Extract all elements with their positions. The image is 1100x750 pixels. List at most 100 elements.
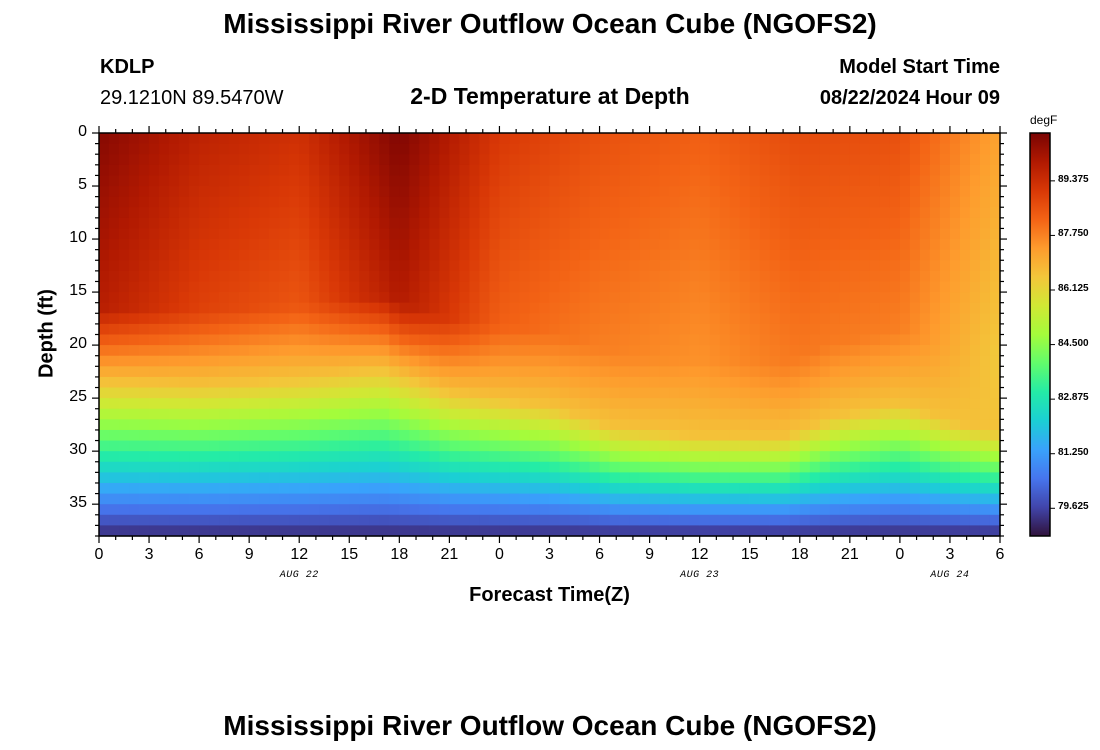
colorbar-tick-label: 81.250 <box>1058 446 1089 458</box>
heatmap-cell <box>779 313 791 325</box>
heatmap-cell <box>489 482 501 495</box>
heatmap-cell <box>299 154 310 166</box>
heatmap-cell <box>959 260 971 272</box>
heatmap-cell <box>799 196 811 208</box>
heatmap-cell <box>619 217 631 230</box>
heatmap-cell <box>199 175 210 187</box>
heatmap-cell <box>199 514 210 526</box>
heatmap-cell <box>159 217 170 230</box>
heatmap-cell <box>549 493 561 505</box>
heatmap-cell <box>249 408 260 420</box>
heatmap-cell <box>169 398 180 410</box>
heatmap-cell <box>319 472 330 484</box>
heatmap-cell <box>869 154 881 166</box>
heatmap-cell <box>499 292 511 304</box>
heatmap-cell <box>449 451 460 463</box>
heatmap-cell <box>459 440 471 452</box>
heatmap-cell <box>599 366 611 378</box>
heatmap-cell <box>239 313 250 325</box>
colorbar-tick-label: 84.500 <box>1058 337 1089 349</box>
heatmap-cell <box>199 217 210 230</box>
heatmap-cell <box>279 387 290 399</box>
heatmap-cell <box>669 493 681 505</box>
heatmap-cell <box>699 429 711 442</box>
heatmap-cell <box>749 270 761 283</box>
heatmap-cell <box>549 143 561 155</box>
heatmap-cell <box>869 143 881 155</box>
heatmap-cell <box>689 154 701 166</box>
heatmap-cell <box>699 196 711 208</box>
heatmap-cell <box>489 281 501 293</box>
heatmap-cell <box>519 260 531 272</box>
heatmap-cell <box>419 398 430 410</box>
heatmap-cell <box>519 398 531 410</box>
heatmap-cell <box>629 175 641 187</box>
heatmap-cell <box>529 143 541 155</box>
heatmap-cell <box>849 323 861 336</box>
heatmap-cell <box>349 239 360 251</box>
heatmap-cell <box>859 514 871 526</box>
heatmap-cell <box>829 376 841 389</box>
heatmap-cell <box>619 260 631 272</box>
heatmap-cell <box>669 504 681 516</box>
heatmap-cell <box>889 525 901 537</box>
heatmap-cell <box>789 217 801 230</box>
heatmap-cell <box>649 143 661 155</box>
heatmap-cell <box>469 260 481 272</box>
heatmap-cell <box>319 239 330 251</box>
heatmap-cell <box>239 175 250 187</box>
heatmap-cell <box>469 366 481 378</box>
heatmap-cell <box>179 323 190 336</box>
heatmap-cell <box>149 345 160 357</box>
heatmap-cell <box>149 493 160 505</box>
heatmap-cell <box>539 387 551 399</box>
heatmap-cell <box>989 207 1001 219</box>
heatmap-cell <box>379 472 390 484</box>
heatmap-cell <box>309 313 320 325</box>
heatmap-cell <box>769 143 781 155</box>
heatmap-cell <box>159 186 170 198</box>
heatmap-cell <box>809 186 821 198</box>
heatmap-cell <box>209 292 220 304</box>
heatmap-cell <box>539 429 551 442</box>
heatmap-cell <box>509 366 521 378</box>
heatmap-cell <box>459 366 471 378</box>
heatmap-cell <box>399 461 410 473</box>
heatmap-cell <box>209 175 220 187</box>
heatmap-cell <box>489 207 501 219</box>
heatmap-cell <box>119 493 130 505</box>
heatmap-cell <box>589 334 601 346</box>
heatmap-cell <box>189 461 200 473</box>
heatmap-cell <box>409 419 420 431</box>
heatmap-cell <box>989 514 1001 526</box>
heatmap-cell <box>789 164 801 177</box>
heatmap-cell <box>539 270 551 283</box>
heatmap-cell <box>769 175 781 187</box>
heatmap-cell <box>929 154 941 166</box>
heatmap-cell <box>399 249 410 261</box>
axis-ticks <box>92 126 1007 543</box>
heatmap-cell <box>749 239 761 251</box>
heatmap-cell <box>349 281 360 293</box>
heatmap-cell <box>609 408 621 420</box>
heatmap-cell <box>439 525 450 537</box>
heatmap-cell <box>579 239 591 251</box>
heatmap-cell <box>179 493 190 505</box>
heatmap-cell <box>819 376 831 389</box>
heatmap-cell <box>759 186 771 198</box>
heatmap-cell <box>199 133 210 145</box>
heatmap-cell <box>229 143 240 155</box>
heatmap-cell <box>879 175 891 187</box>
heatmap-cell <box>189 154 200 166</box>
heatmap-cell <box>299 270 310 283</box>
heatmap-cell <box>129 366 140 378</box>
heatmap-cell <box>399 207 410 219</box>
heatmap-cell <box>369 292 380 304</box>
heatmap-cell <box>889 429 901 442</box>
heatmap-cell <box>119 376 130 389</box>
heatmap-cell <box>159 387 170 399</box>
heatmap-cell <box>489 387 501 399</box>
heatmap-cell <box>889 440 901 452</box>
heatmap-cell <box>659 440 671 452</box>
heatmap-cell <box>309 472 320 484</box>
